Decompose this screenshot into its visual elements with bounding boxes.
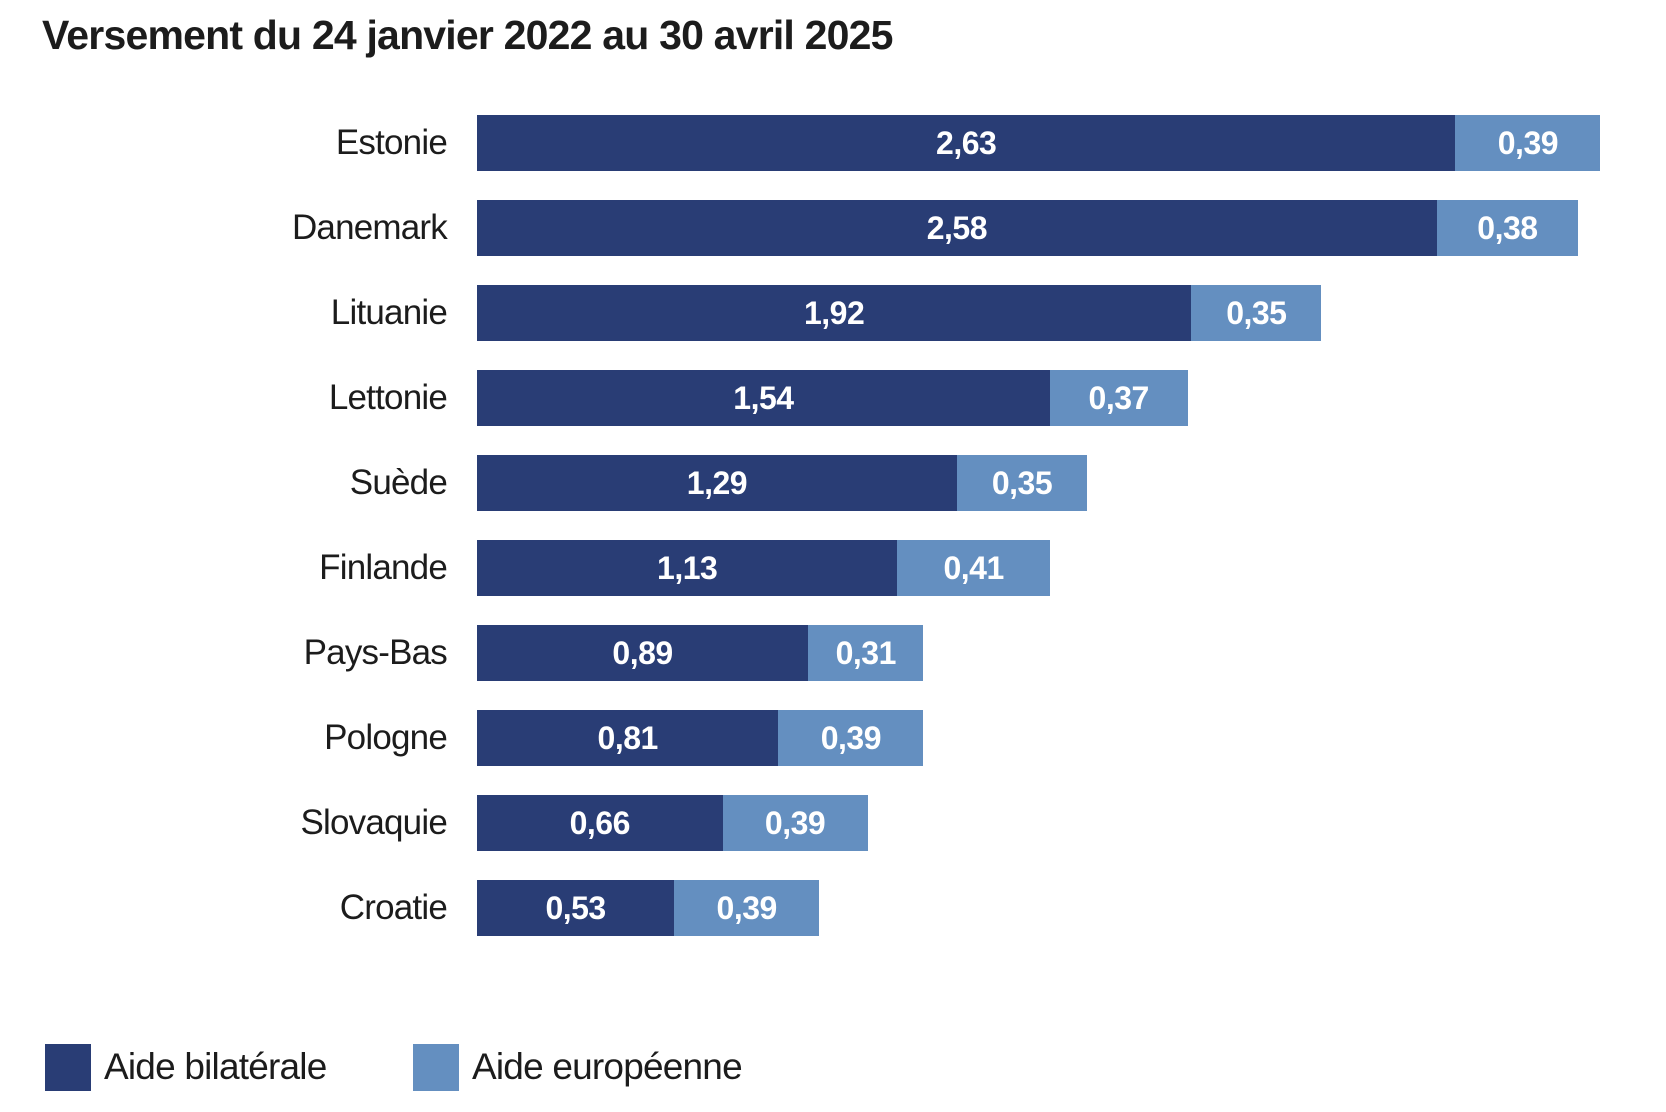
bar-value-bilateral: 0,89	[612, 634, 673, 671]
bar-row: Croatie 0,53 0,39	[0, 880, 1666, 936]
bar-value-bilateral: 0,81	[597, 719, 659, 756]
bar-value-bilateral: 1,13	[657, 549, 718, 586]
bar-segment-bilateral: 0,81	[477, 710, 779, 766]
bar-row: Lettonie 1,54 0,37	[0, 370, 1666, 426]
bar-row: Pays-Bas 0,89 0,31	[0, 625, 1666, 681]
legend-swatch-european	[413, 1043, 459, 1091]
legend: Aide bilatérale Aide européenne	[0, 1043, 1666, 1093]
bar-segment-bilateral: 1,29	[477, 455, 957, 511]
legend-item-european: Aide européenne	[413, 1043, 743, 1091]
bar-segment-bilateral: 2,58	[477, 200, 1437, 256]
bar-row: Danemark 2,58 0,38	[0, 200, 1666, 256]
bar-value-european: 0,31	[835, 634, 897, 671]
bar-segment-european: 0,39	[722, 795, 868, 851]
bar-row: Lituanie 1,92 0,35	[0, 285, 1666, 341]
bar-row: Estonie 2,63 0,39	[0, 115, 1666, 171]
bar-value-european: 0,39	[1497, 124, 1559, 161]
bar-value-european: 0,39	[716, 889, 778, 926]
bar-track: 0,89 0,31	[477, 625, 924, 681]
bar-segment-bilateral: 1,92	[477, 285, 1192, 341]
bar-value-european: 0,41	[943, 549, 1004, 586]
category-label: Slovaquie	[300, 803, 447, 842]
category-label: Estonie	[335, 123, 448, 162]
bar-track: 2,63 0,39	[477, 115, 1601, 171]
bar-segment-bilateral: 2,63	[477, 115, 1456, 171]
bar-value-bilateral: 2,63	[936, 124, 997, 161]
legend-swatch-bilateral	[45, 1043, 91, 1091]
bar-segment-european: 0,35	[1191, 285, 1322, 341]
bar-track: 2,58 0,38	[477, 200, 1579, 256]
bar-track: 0,53 0,39	[477, 880, 820, 936]
bar-chart: Estonie 2,63 0,39 Danemark 2,58 0,38 Lituanie 1…	[0, 115, 1666, 965]
bar-value-european: 0,37	[1088, 379, 1150, 416]
bar-value-european: 0,35	[991, 464, 1053, 501]
bar-row: Suède 1,29 0,35	[0, 455, 1666, 511]
bar-track: 1,29 0,35	[477, 455, 1088, 511]
bar-segment-bilateral: 0,89	[477, 625, 809, 681]
category-label: Finlande	[319, 548, 448, 587]
bar-track: 1,13 0,41	[477, 540, 1050, 596]
bar-segment-bilateral: 0,53	[477, 880, 675, 936]
legend-label-european: Aide européenne	[472, 1046, 743, 1087]
bar-track: 1,92 0,35	[477, 285, 1322, 341]
category-label: Croatie	[339, 888, 448, 927]
bar-value-bilateral: 1,29	[686, 464, 748, 501]
bar-segment-european: 0,39	[778, 710, 924, 766]
chart-title: Versement du 24 janvier 2022 au 30 avril…	[42, 12, 893, 58]
bar-value-bilateral: 0,66	[569, 804, 631, 841]
bar-segment-european: 0,37	[1049, 370, 1188, 426]
category-label: Danemark	[291, 208, 448, 247]
bar-value-bilateral: 0,53	[545, 889, 606, 926]
category-label: Suède	[349, 463, 448, 502]
bar-row: Finlande 1,13 0,41	[0, 540, 1666, 596]
bar-value-bilateral: 2,58	[926, 209, 988, 246]
bar-value-european: 0,39	[764, 804, 826, 841]
bar-row: Slovaquie 0,66 0,39	[0, 795, 1666, 851]
bar-segment-european: 0,39	[1455, 115, 1601, 171]
bar-segment-bilateral: 0,66	[477, 795, 723, 851]
bar-value-european: 0,35	[1226, 294, 1287, 331]
legend-item-bilateral: Aide bilatérale	[45, 1043, 327, 1091]
bar-value-european: 0,39	[820, 719, 882, 756]
category-label: Pologne	[324, 718, 448, 757]
bar-track: 0,66 0,39	[477, 795, 868, 851]
bar-segment-bilateral: 1,13	[477, 540, 898, 596]
bar-row: Pologne 0,81 0,39	[0, 710, 1666, 766]
category-label: Lituanie	[330, 293, 448, 332]
bar-track: 1,54 0,37	[477, 370, 1188, 426]
category-label: Pays-Bas	[303, 633, 448, 672]
bar-value-european: 0,38	[1477, 209, 1538, 246]
bar-value-bilateral: 1,92	[803, 294, 865, 331]
bar-segment-bilateral: 1,54	[477, 370, 1050, 426]
category-label: Lettonie	[328, 378, 448, 417]
bar-segment-european: 0,38	[1436, 200, 1579, 256]
legend-label-bilateral: Aide bilatérale	[104, 1046, 327, 1087]
bar-track: 0,81 0,39	[477, 710, 924, 766]
bar-value-bilateral: 1,54	[733, 379, 794, 416]
bar-segment-european: 0,41	[897, 540, 1050, 596]
bar-segment-european: 0,35	[956, 455, 1088, 511]
bar-segment-european: 0,31	[808, 625, 924, 681]
bar-segment-european: 0,39	[674, 880, 820, 936]
